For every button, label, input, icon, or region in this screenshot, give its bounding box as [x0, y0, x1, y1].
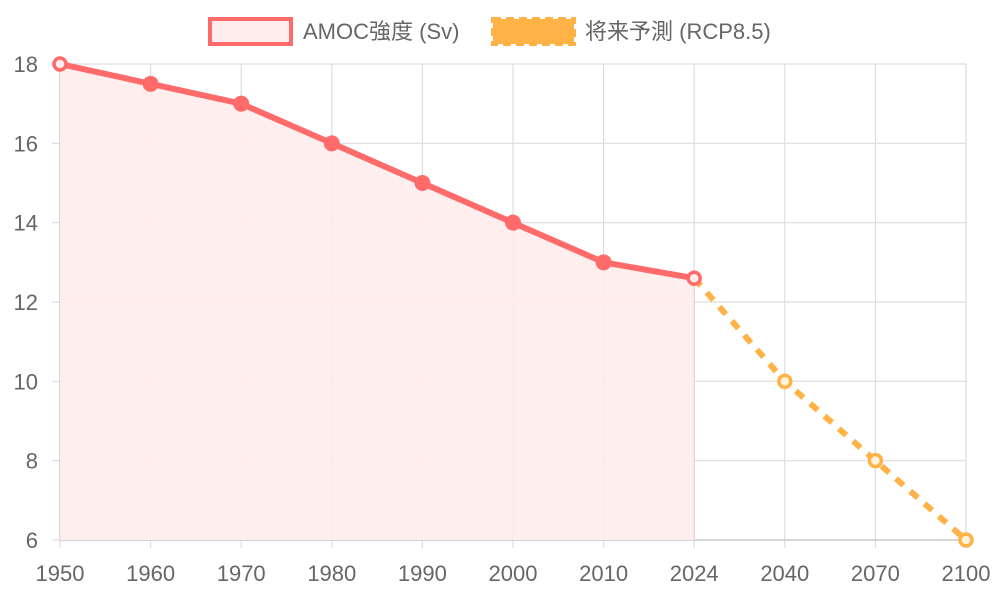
- data-point[interactable]: [414, 175, 431, 191]
- series-line-0: [57, 61, 698, 282]
- y-tick-label: 6: [26, 528, 38, 553]
- y-tick-label: 18: [14, 52, 38, 77]
- legend-swatch-projection: [491, 17, 576, 46]
- area-fill-layer: [60, 64, 695, 540]
- y-tick-label: 10: [14, 369, 38, 394]
- legend-label-projection: 将来予測 (RCP8.5): [585, 19, 771, 44]
- data-points: [52, 56, 974, 548]
- x-tick-label: 2000: [489, 561, 538, 586]
- legend-item-projection[interactable]: 将来予測 (RCP8.5): [491, 17, 771, 46]
- x-tick-label: 2100: [942, 561, 991, 586]
- y-tick-label: 12: [14, 290, 38, 315]
- data-point[interactable]: [52, 56, 68, 72]
- data-point[interactable]: [505, 214, 521, 231]
- data-point[interactable]: [777, 373, 793, 390]
- data-point[interactable]: [142, 75, 159, 92]
- x-tick-label: 1960: [126, 561, 175, 586]
- x-tick-label: 2070: [851, 561, 900, 586]
- data-point[interactable]: [233, 95, 250, 112]
- series-line-1: [691, 276, 968, 543]
- series-lines: [57, 61, 968, 543]
- data-point[interactable]: [595, 254, 612, 271]
- y-tick-label: 14: [14, 211, 38, 236]
- y-axis-ticks: 6 8 10 12 14 16 18: [14, 52, 38, 553]
- y-tick-label: 8: [26, 449, 38, 474]
- x-tick-label: 1950: [36, 561, 85, 586]
- data-point[interactable]: [323, 135, 340, 152]
- legend: AMOC強度 (Sv) 将来予測 (RCP8.5): [208, 17, 771, 46]
- x-tick-label: 1980: [307, 561, 356, 586]
- series-area-0: [60, 64, 695, 540]
- x-tick-label: 2040: [760, 561, 809, 586]
- legend-label-amoc: AMOC強度 (Sv): [303, 19, 459, 44]
- x-tick-label: 2010: [579, 561, 628, 586]
- legend-item-amoc[interactable]: AMOC強度 (Sv): [208, 17, 459, 46]
- data-point[interactable]: [958, 532, 974, 548]
- data-point[interactable]: [867, 452, 884, 469]
- x-tick-label: 1970: [217, 561, 266, 586]
- legend-swatch-amoc: [208, 17, 293, 46]
- data-point[interactable]: [686, 270, 702, 286]
- x-axis-ticks: 1950 1960 1970 1980 1990 2000 2010 2024 2040 2070…: [36, 561, 991, 586]
- x-tick-label: 2024: [670, 561, 719, 586]
- x-tick-label: 1990: [398, 561, 447, 586]
- y-tick-label: 16: [14, 131, 38, 156]
